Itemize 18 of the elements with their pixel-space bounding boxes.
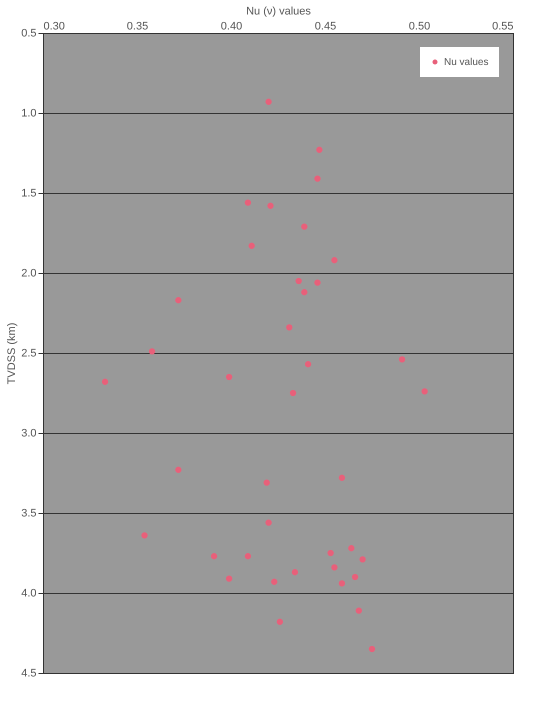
y-tick-label: 3.5 [21, 508, 36, 520]
y-tick-label: 4.5 [21, 668, 36, 680]
y-tick-label: 4.0 [21, 588, 36, 600]
x-tick-label: 0.55 [492, 20, 514, 32]
x-tick-label: 0.45 [314, 20, 336, 32]
y-tick-label: 3.0 [21, 428, 36, 440]
x-tick-label: 0.35 [126, 20, 148, 32]
y-tick-label: 2.5 [21, 348, 36, 360]
y-axis-title: TVDSS (km) [6, 322, 18, 384]
y-tick-label: 0.5 [21, 28, 36, 40]
legend-label: Nu values [444, 57, 488, 68]
y-tick-label: 2.0 [21, 268, 36, 280]
y-tick-label: 1.5 [21, 188, 36, 200]
x-tick-label: 0.40 [220, 20, 242, 32]
x-tick-label: 0.30 [44, 20, 65, 32]
x-axis-title: Nu (ν) values [246, 6, 312, 18]
x-tick-label: 0.50 [408, 20, 430, 32]
y-tick-label: 1.0 [21, 108, 36, 120]
